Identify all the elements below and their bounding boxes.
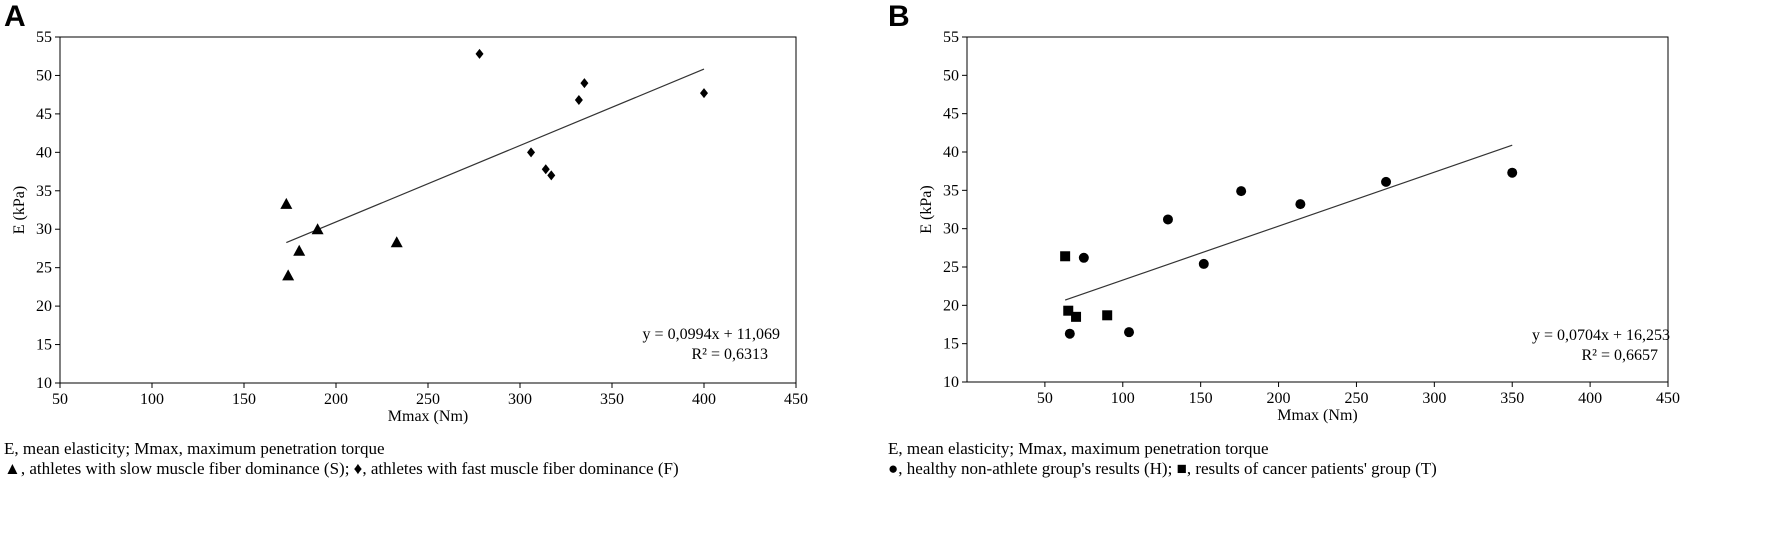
y-tick-label: 10 bbox=[943, 374, 959, 391]
x-tick-label: 50 bbox=[52, 391, 68, 408]
triangle-marker bbox=[390, 236, 403, 248]
circle-marker bbox=[1124, 327, 1135, 338]
trendline-equation: y = 0,0704x + 16,253 bbox=[1532, 327, 1670, 344]
panel-b: B 50 100 150 200 250 300 350 400 450 10 15 20 25 30 35… bbox=[885, 0, 1772, 544]
y-tick-label: 20 bbox=[943, 297, 959, 314]
triangle-marker bbox=[311, 223, 324, 235]
y-tick-label: 45 bbox=[943, 106, 959, 123]
y-tick-label: 20 bbox=[36, 298, 52, 315]
circle-marker bbox=[1064, 328, 1075, 339]
circle-marker bbox=[1198, 258, 1209, 269]
circle-marker bbox=[1507, 167, 1518, 178]
x-tick-label: 300 bbox=[1422, 390, 1446, 407]
x-tick-label: 100 bbox=[1111, 390, 1135, 407]
y-tick-label: 15 bbox=[943, 336, 959, 353]
diamond-marker bbox=[527, 147, 536, 158]
x-tick-label: 400 bbox=[1578, 390, 1602, 407]
y-tick-label: 10 bbox=[36, 375, 52, 392]
y-tick-label: 55 bbox=[943, 29, 959, 46]
y-tick-label: 45 bbox=[36, 106, 52, 123]
y-tick-label: 55 bbox=[36, 29, 52, 46]
y-tick-label: 15 bbox=[36, 337, 52, 354]
diamond-marker bbox=[475, 48, 484, 59]
y-tick-label: 30 bbox=[943, 221, 959, 238]
y-tick-label: 40 bbox=[36, 144, 52, 161]
x-axis-title: Mmax (Nm) bbox=[388, 408, 468, 425]
x-tick-label: 200 bbox=[1267, 390, 1291, 407]
y-tick-label: 25 bbox=[943, 259, 959, 276]
circle-marker bbox=[1295, 199, 1306, 210]
panel-a: A 50 100 150 200 250 300 350 400 450 10 15 20 25 30 35… bbox=[0, 0, 880, 544]
x-tick-label: 300 bbox=[508, 391, 532, 408]
x-tick-label: 350 bbox=[600, 391, 624, 408]
x-tick-label: 150 bbox=[1189, 390, 1213, 407]
circle-marker bbox=[1162, 214, 1173, 225]
diamond-marker bbox=[700, 88, 708, 99]
trendline bbox=[1064, 144, 1513, 301]
circle-marker bbox=[1078, 252, 1089, 263]
trendline-r2: R² = 0,6313 bbox=[692, 346, 769, 363]
y-tick-label: 40 bbox=[943, 144, 959, 161]
y-axis-title: E (kPa) bbox=[918, 185, 935, 233]
y-tick-label: 35 bbox=[36, 183, 52, 200]
x-tick-label: 450 bbox=[784, 391, 808, 408]
x-tick-label: 400 bbox=[692, 391, 716, 408]
x-tick-label: 150 bbox=[232, 391, 256, 408]
diamond-marker bbox=[541, 164, 550, 175]
scatter-chart-b: 50 100 150 200 250 300 350 400 450 10 15 20 25 30 35 40… bbox=[918, 29, 1680, 424]
square-marker bbox=[1102, 310, 1113, 321]
square-marker bbox=[1060, 251, 1071, 262]
circle-marker bbox=[1236, 186, 1247, 197]
chart-b-note-legend: ●, healthy non-athlete group's results (… bbox=[888, 459, 1437, 478]
trendline-equation: y = 0,0994x + 11,069 bbox=[643, 326, 780, 343]
diamond-marker bbox=[580, 78, 589, 89]
x-tick-label: 200 bbox=[324, 391, 348, 408]
x-tick-label: 250 bbox=[416, 391, 440, 408]
x-tick-label: 450 bbox=[1656, 390, 1680, 407]
triangle-marker bbox=[280, 197, 293, 209]
y-tick-label: 50 bbox=[943, 67, 959, 84]
y-tick-label: 25 bbox=[36, 260, 52, 277]
panel-letter-b: B bbox=[888, 0, 910, 33]
chart-b-note-abbreviations: E, mean elasticity; Mmax, maximum penetr… bbox=[888, 439, 1269, 458]
x-tick-label: 250 bbox=[1344, 390, 1368, 407]
diamond-marker bbox=[547, 170, 556, 181]
y-tick-label: 50 bbox=[36, 67, 52, 84]
triangle-marker bbox=[293, 244, 306, 256]
x-tick-label: 350 bbox=[1500, 390, 1524, 407]
trendline bbox=[286, 68, 705, 244]
circle-marker bbox=[1381, 176, 1392, 187]
plot-area-border bbox=[966, 36, 1669, 383]
triangle-marker bbox=[282, 269, 295, 281]
chart-a-note-legend: ▲, athletes with slow muscle fiber domin… bbox=[4, 459, 679, 478]
x-tick-label: 50 bbox=[1037, 390, 1053, 407]
chart-a-note-abbreviations: E, mean elasticity; Mmax, maximum penetr… bbox=[4, 439, 385, 458]
trendline-r2: R² = 0,6657 bbox=[1582, 347, 1659, 364]
panel-letter-a: A bbox=[4, 0, 26, 33]
square-marker bbox=[1063, 305, 1074, 316]
y-axis-title: E (kPa) bbox=[11, 186, 28, 234]
y-tick-label: 35 bbox=[943, 182, 959, 199]
y-tick-label: 30 bbox=[36, 221, 52, 238]
x-tick-label: 100 bbox=[140, 391, 164, 408]
scatter-chart-a: 50 100 150 200 250 300 350 400 450 10 15 20 25 30 35 40… bbox=[11, 29, 808, 425]
square-marker bbox=[1071, 311, 1082, 322]
x-axis-title: Mmax (Nm) bbox=[1277, 407, 1357, 424]
diamond-marker bbox=[574, 95, 583, 106]
